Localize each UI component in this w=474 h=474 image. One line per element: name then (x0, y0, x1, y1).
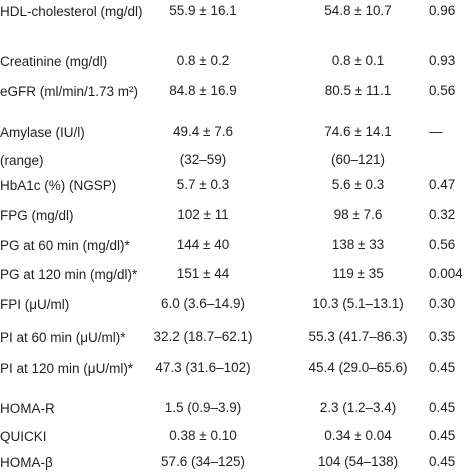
p-value: 0.45 (429, 428, 456, 443)
p-value: 0.45 (429, 454, 456, 469)
p-value: 0.56 (429, 237, 456, 252)
row-label: FPG (mg/dl) (0, 208, 74, 223)
group1-value: 47.3 (31.6–102) (155, 360, 251, 375)
p-value: 0.47 (429, 177, 456, 192)
group2-value: 119 ± 35 (332, 266, 384, 281)
row-label: PG at 60 min (mg/dl)* (0, 238, 130, 253)
row-label: HDL-cholesterol (mg/dl) (0, 4, 143, 19)
group2-value: (60–121) (330, 152, 386, 167)
row-label: HOMA-R (0, 401, 55, 416)
row-label: FPI (μU/ml) (0, 297, 70, 312)
group1-value: 32.2 (18.7–62.1) (153, 329, 253, 344)
group1-value: 6.0 (3.6–14.9) (160, 296, 246, 311)
row-label: Amylase (IU/l) (0, 125, 85, 140)
p-value: 0.96 (429, 3, 456, 18)
group2-value: 104 (54–138) (317, 454, 399, 469)
group2-value: 138 ± 33 (331, 237, 385, 252)
row-label: (range) (0, 153, 44, 168)
row-label: PI at 60 min (μU/ml)* (0, 330, 126, 345)
row-label: Creatinine (mg/dl) (0, 54, 108, 69)
p-value: 0.45 (429, 400, 456, 415)
group1-value: 84.8 ± 16.9 (169, 83, 237, 98)
group1-value: 57.6 (34–125) (160, 454, 246, 469)
p-value: 0.93 (429, 53, 456, 68)
group2-value: 0.34 ± 0.04 (324, 428, 392, 443)
p-value: 0.35 (429, 329, 456, 344)
group2-value: 74.6 ± 14.1 (324, 124, 392, 139)
group2-value: 80.5 ± 11.1 (324, 83, 392, 98)
group1-value: 144 ± 40 (176, 237, 230, 252)
p-value: 0.32 (429, 207, 456, 222)
row-label: HbA1c (%) (NGSP) (0, 178, 117, 193)
row-label: PI at 120 min (μU/ml)* (0, 361, 134, 376)
p-value: — (429, 124, 443, 139)
row-label: PG at 120 min (mg/dl)* (0, 267, 138, 282)
p-value: 0.45 (429, 360, 456, 375)
group1-value: 1.5 (0.9–3.9) (164, 400, 242, 415)
group2-value: 2.3 (1.2–3.4) (319, 400, 397, 415)
group2-value: 45.4 (29.0–65.6) (308, 360, 408, 375)
p-value: 0.004 (429, 266, 463, 281)
group2-value: 54.8 ± 10.7 (324, 3, 392, 18)
group1-value: 102 ± 11 (177, 207, 229, 222)
row-label: QUICKI (0, 429, 47, 444)
group1-value: 0.8 ± 0.2 (176, 53, 230, 68)
group1-value: 5.7 ± 0.3 (176, 177, 230, 192)
group1-value: 55.9 ± 16.1 (169, 3, 237, 18)
group1-value: 151 ± 44 (176, 266, 230, 281)
group2-value: 10.3 (5.1–13.1) (312, 296, 404, 311)
group1-value: 49.4 ± 7.6 (173, 124, 233, 139)
p-value: 0.56 (429, 83, 456, 98)
group2-value: 5.6 ± 0.3 (331, 177, 385, 192)
p-value: 0.30 (429, 296, 456, 311)
group1-value: (32–59) (179, 152, 227, 167)
group1-value: 0.38 ± 0.10 (169, 428, 237, 443)
group2-value: 98 ± 7.6 (333, 207, 383, 222)
group2-value: 0.8 ± 0.1 (331, 53, 385, 68)
row-label: HOMA-β (0, 455, 53, 470)
row-label: eGFR (ml/min/1.73 m²) (0, 84, 139, 99)
group2-value: 55.3 (41.7–86.3) (308, 329, 408, 344)
